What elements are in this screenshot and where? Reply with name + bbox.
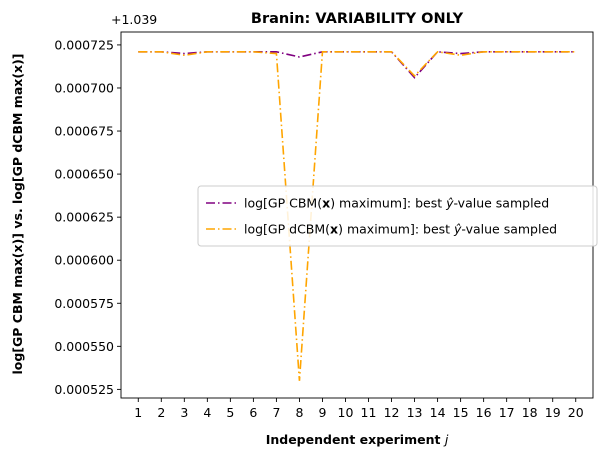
x-tick-label: 13 — [407, 405, 423, 420]
x-axis-label: Independent experiment j — [266, 432, 449, 447]
y-axis-label: log[GP CBM max(x)] vs. log[GP dCBM max(x… — [10, 53, 25, 374]
x-tick-label: 14 — [430, 405, 446, 420]
y-tick-label: 0.000525 — [54, 382, 114, 397]
x-tick-label: 9 — [318, 405, 326, 420]
y-tick-label: 0.000550 — [54, 339, 114, 354]
x-tick-label: 11 — [361, 405, 377, 420]
x-tick-label: 19 — [545, 405, 561, 420]
chart-title: Branin: VARIABILITY ONLY — [251, 11, 464, 27]
legend-label-part: log[GP dCBM( — [244, 222, 330, 237]
x-tick-label: 16 — [476, 405, 492, 420]
legend-label-part: x — [322, 196, 330, 211]
x-tick-label: 1 — [134, 405, 142, 420]
x-tick-label: 10 — [338, 405, 354, 420]
x-tick-label: 5 — [226, 405, 234, 420]
y-tick-label: 0.000725 — [54, 37, 114, 52]
x-tick-label: 4 — [203, 405, 211, 420]
legend-box — [197, 185, 598, 247]
legend-label-2: log[GP dCBM(x) maximum]: best ŷ-value sa… — [244, 222, 557, 237]
x-tick-label: 6 — [249, 405, 257, 420]
y-tick-label: 0.000650 — [54, 167, 114, 182]
x-axis-label-text: Independent experiment — [266, 432, 441, 447]
x-tick-label: 3 — [180, 405, 188, 420]
y-tick-label: 0.000575 — [54, 296, 114, 311]
x-tick-label: 17 — [499, 405, 515, 420]
y-offset-label: +1.039 — [111, 12, 157, 27]
x-tick-label: 2 — [157, 405, 165, 420]
legend-label-part: ŷ — [453, 222, 462, 237]
y-tick-label: 0.000675 — [54, 124, 114, 139]
y-tick-label: 0.000700 — [54, 80, 114, 95]
legend: log[GP CBM(x) maximum]: best ŷ-value sam… — [197, 185, 598, 247]
x-tick-label: 15 — [453, 405, 469, 420]
x-tick-label: 8 — [295, 405, 303, 420]
legend-label-1: log[GP CBM(x) maximum]: best ŷ-value sam… — [244, 196, 549, 211]
legend-label-part: ) maximum]: best — [330, 196, 446, 211]
x-tick-label: 12 — [384, 405, 400, 420]
series-lines — [138, 50, 576, 381]
series-line-2 — [138, 50, 576, 381]
series-line-1 — [138, 50, 576, 79]
x-axis-label-var: j — [443, 432, 449, 447]
legend-label-part: ) maximum]: best — [338, 222, 454, 237]
y-tick-label: 0.000625 — [54, 210, 114, 225]
x-tick-label: 7 — [272, 405, 280, 420]
y-axis-ticks: 0.000525 0.000550 0.000575 0.000600 0.000625… — [54, 37, 121, 397]
x-axis-ticks: 1 2 3 4 5 6 7 8 9 10 11 12 13 14 15 16 17 18 19 20 — [134, 398, 584, 420]
legend-label-part: -value sampled — [454, 196, 550, 211]
legend-label-part: ŷ — [445, 196, 454, 211]
x-tick-label: 18 — [522, 405, 538, 420]
legend-label-part: log[GP CBM( — [244, 196, 322, 211]
x-tick-label: 20 — [568, 405, 584, 420]
y-tick-label: 0.000600 — [54, 253, 114, 268]
legend-label-part: x — [330, 222, 338, 237]
legend-label-part: -value sampled — [461, 222, 557, 237]
